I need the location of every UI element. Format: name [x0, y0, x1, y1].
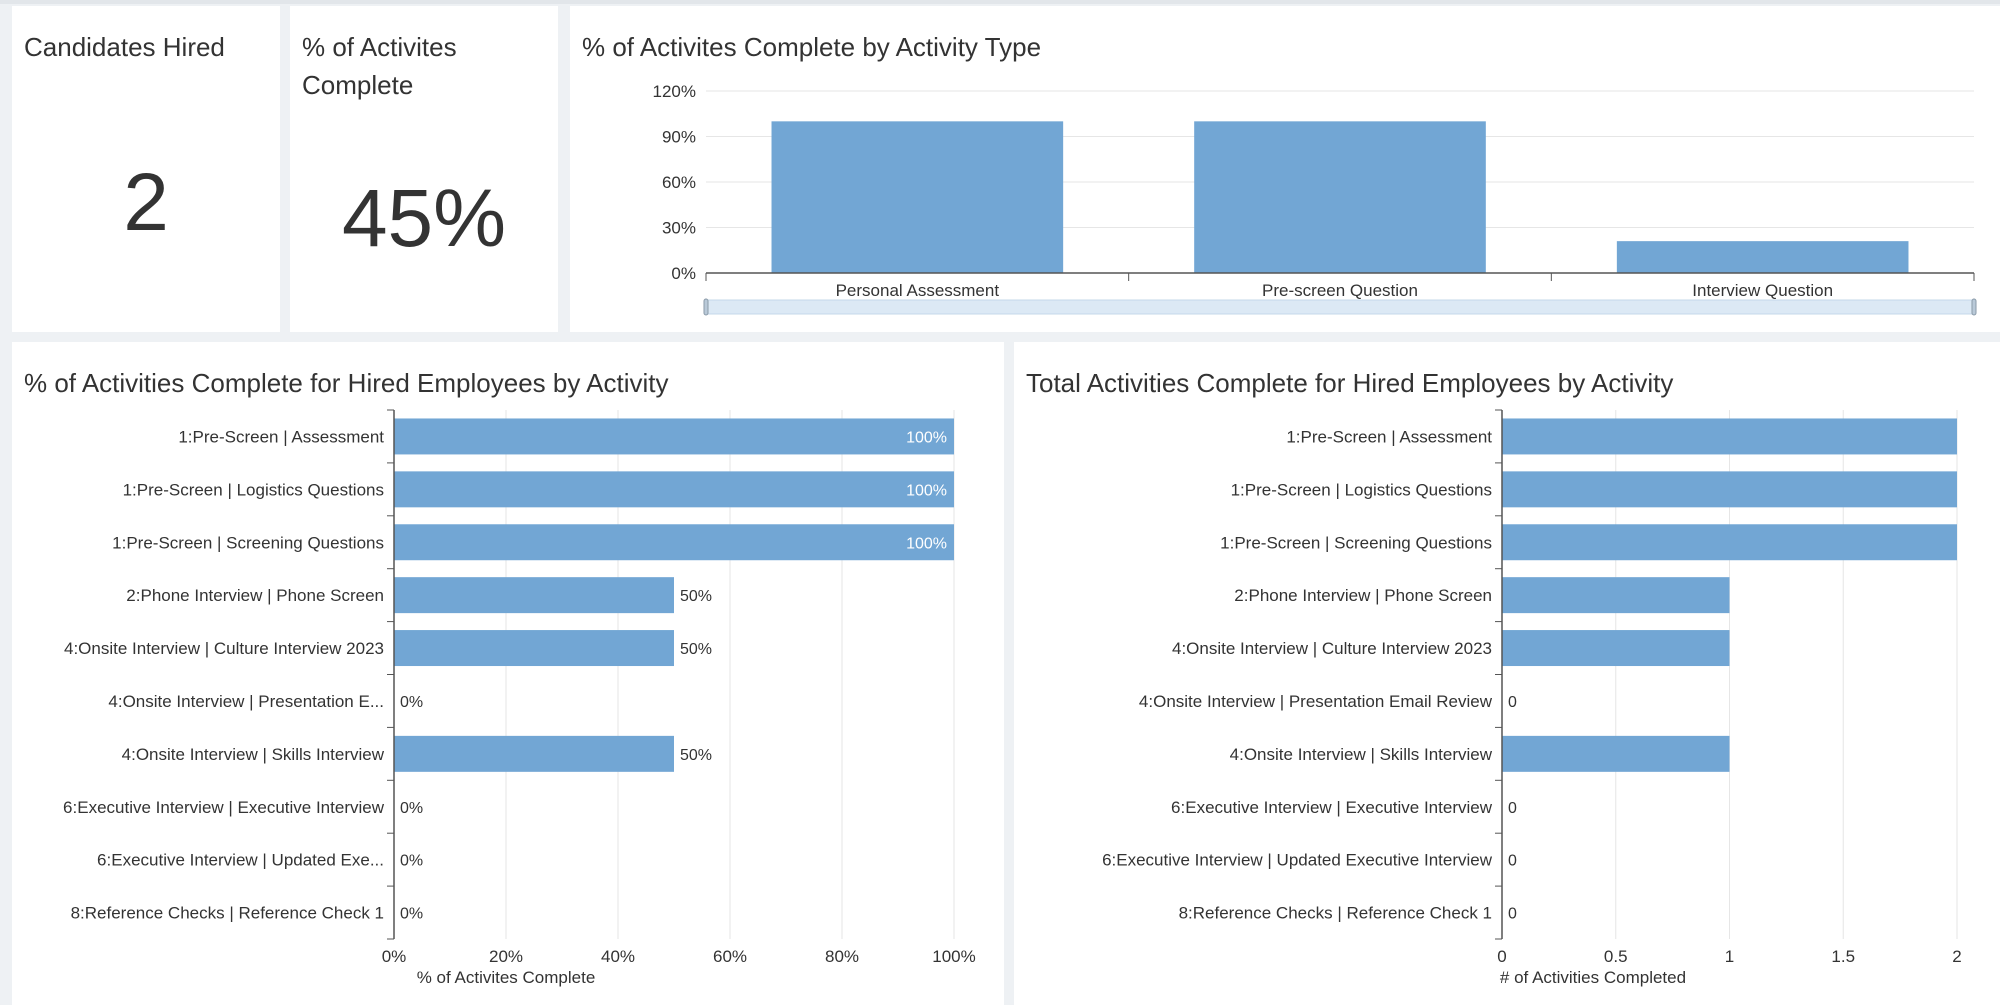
kpi-candidates-hired-panel[interactable]: Candidates Hired 2: [12, 6, 280, 332]
y-tick-label: 120%: [653, 82, 696, 101]
y-category-label: 1:Pre-Screen | Screening Questions: [112, 533, 384, 552]
y-category-label: 4:Onsite Interview | Culture Interview 2…: [64, 639, 384, 658]
x-tick-label: 0%: [382, 947, 407, 966]
data-label: 50%: [680, 747, 712, 764]
pct-by-activity-chart-title: % of Activities Complete for Hired Emplo…: [24, 368, 669, 398]
x-tick-label: 60%: [713, 947, 747, 966]
x-axis-title: % of Activites Complete: [417, 968, 596, 987]
y-category-label: 1:Pre-Screen | Assessment: [178, 427, 384, 446]
data-label: 100%: [906, 482, 947, 499]
bar: [1616, 241, 1909, 273]
x-axis-title: # of Activities Completed: [1500, 968, 1686, 987]
data-label: 0: [1508, 853, 1517, 870]
x-tick-label: Interview Question: [1692, 281, 1833, 300]
y-category-label: 8:Reference Checks | Reference Check 1: [1179, 904, 1492, 923]
data-label: 0%: [400, 800, 423, 817]
pct-by-activity-chart-panel[interactable]: % of Activities Complete for Hired Emplo…: [12, 342, 1004, 1005]
data-label: 50%: [680, 588, 712, 605]
y-category-label: 1:Pre-Screen | Screening Questions: [1220, 533, 1492, 552]
bar: [1502, 630, 1730, 667]
y-category-label: 4:Onsite Interview | Skills Interview: [122, 745, 385, 764]
range-handle-left[interactable]: [703, 298, 709, 316]
y-category-label: 4:Onsite Interview | Skills Interview: [1230, 745, 1493, 764]
y-category-label: 4:Onsite Interview | Presentation E...: [108, 692, 384, 711]
bar: [1502, 418, 1957, 455]
y-category-label: 6:Executive Interview | Executive Interv…: [1171, 798, 1493, 817]
data-label: 0%: [400, 694, 423, 711]
kpi-activities-complete-value: 45%: [341, 173, 507, 264]
y-tick-label: 90%: [662, 128, 696, 147]
x-tick-label: 40%: [601, 947, 635, 966]
activity-type-chart: 0% 30% 60% 90% 120% Personal Assessment Pre-sc…: [653, 82, 1977, 316]
bar: [1502, 735, 1730, 772]
range-handle-right[interactable]: [1971, 298, 1977, 316]
y-tick-label: 0%: [671, 264, 696, 283]
data-label: 100%: [906, 535, 947, 552]
x-tick-label: 0: [1497, 947, 1506, 966]
data-label: 0%: [400, 853, 423, 870]
bar: [1502, 471, 1957, 508]
y-category-label: 4:Onsite Interview | Culture Interview 2…: [1172, 639, 1492, 658]
kpi-title-line2: Complete: [302, 70, 414, 100]
total-by-activity-chart: 0 0.5 1 1.5 2 # of Activities Completed 1:Pre-…: [1102, 409, 1962, 987]
bar: [1502, 524, 1957, 561]
y-category-label: 1:Pre-Screen | Assessment: [1286, 427, 1492, 446]
top-divider: [0, 0, 2000, 4]
y-category-label: 1:Pre-Screen | Logistics Questions: [123, 480, 384, 499]
y-category-label: 2:Phone Interview | Phone Screen: [126, 586, 384, 605]
x-tick-label: 1.5: [1831, 947, 1855, 966]
x-tick-label: 80%: [825, 947, 859, 966]
y-category-label: 2:Phone Interview | Phone Screen: [1234, 586, 1492, 605]
data-label: 0: [1508, 800, 1517, 817]
bar: [394, 630, 674, 667]
kpi-activities-complete-title: % of Activites Complete: [302, 28, 457, 104]
kpi-title-line1: % of Activites: [302, 32, 457, 62]
y-category-label: 6:Executive Interview | Executive Interv…: [63, 798, 385, 817]
bar: [1502, 577, 1730, 614]
data-label: 100%: [906, 429, 947, 446]
x-tick-label: Pre-screen Question: [1262, 281, 1418, 300]
kpi-activities-complete-panel[interactable]: % of Activites Complete 45%: [290, 6, 558, 332]
x-tick-label: 2: [1952, 947, 1961, 966]
x-tick-label: 100%: [932, 947, 975, 966]
total-by-activity-chart-panel[interactable]: Total Activities Complete for Hired Empl…: [1014, 342, 2000, 1005]
total-by-activity-chart-title: Total Activities Complete for Hired Empl…: [1026, 368, 1674, 398]
x-tick-label: Personal Assessment: [836, 281, 1000, 300]
x-tick-label: 1: [1725, 947, 1734, 966]
y-category-label: 6:Executive Interview | Updated Exe...: [97, 851, 384, 870]
y-category-label: 4:Onsite Interview | Presentation Email …: [1139, 692, 1493, 711]
pct-by-activity-chart: 0% 20% 40% 60% 80% 100% % of Activites Complet…: [63, 409, 976, 987]
data-label: 0%: [400, 906, 423, 923]
bar: [394, 418, 954, 455]
kpi-candidates-hired-title: Candidates Hired: [24, 32, 225, 62]
bar: [1194, 121, 1486, 273]
kpi-candidates-hired-value: 2: [123, 157, 169, 248]
y-category-label: 6:Executive Interview | Updated Executiv…: [1102, 851, 1493, 870]
y-category-label: 8:Reference Checks | Reference Check 1: [71, 904, 384, 923]
range-scrollbar[interactable]: [705, 299, 1975, 315]
y-tick-label: 60%: [662, 173, 696, 192]
data-label: 50%: [680, 641, 712, 658]
bar: [394, 735, 674, 772]
y-category-label: 1:Pre-Screen | Logistics Questions: [1231, 480, 1492, 499]
bar: [394, 577, 674, 614]
activity-type-chart-title: % of Activites Complete by Activity Type: [582, 32, 1042, 62]
data-label: 0: [1508, 694, 1517, 711]
y-tick-label: 30%: [662, 219, 696, 238]
bar: [394, 524, 954, 561]
x-tick-label: 0.5: [1604, 947, 1628, 966]
data-label: 0: [1508, 906, 1517, 923]
bar: [771, 121, 1064, 273]
x-tick-label: 20%: [489, 947, 523, 966]
activity-type-chart-panel[interactable]: % of Activites Complete by Activity Type…: [570, 6, 2000, 332]
bar: [394, 471, 954, 508]
